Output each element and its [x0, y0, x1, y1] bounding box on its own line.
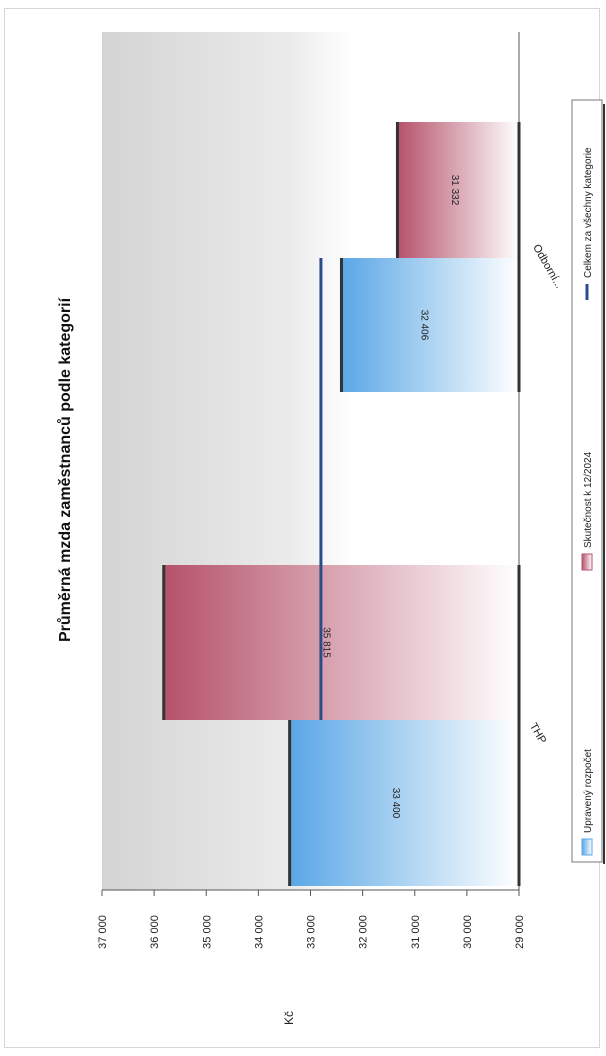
- legend-label: Upravený rozpočet: [583, 749, 594, 833]
- bar-actual: [397, 122, 519, 258]
- y-tick-label: 30 000: [462, 915, 474, 949]
- bar-actual: [163, 565, 519, 720]
- data-label: 35 815: [321, 627, 332, 658]
- y-tick-label: 35 000: [201, 915, 213, 949]
- y-tick-label: 34 000: [253, 915, 265, 949]
- category-label: THP: [527, 721, 548, 746]
- y-tick-label: 31 000: [410, 915, 422, 949]
- y-tick-label: 37 000: [97, 915, 109, 949]
- data-label: 33 400: [390, 788, 401, 819]
- legend-label: Skutečnost k 12/2024: [583, 451, 594, 548]
- y-tick-label: 29 000: [514, 915, 526, 949]
- legend-label: Celkem za všechny kategorie: [583, 147, 594, 278]
- legend-box: [571, 99, 603, 863]
- data-label: 31 332: [449, 175, 460, 206]
- bar-budget: [289, 720, 519, 886]
- y-tick-label: 33 000: [306, 915, 318, 949]
- legend-swatch: [581, 553, 593, 571]
- legend-swatch: [581, 838, 593, 856]
- y-tick-label: 32 000: [358, 915, 370, 949]
- bar-budget: [341, 258, 519, 392]
- data-label: 32 406: [418, 310, 429, 341]
- y-tick-label: 36 000: [149, 915, 161, 949]
- chart-title: Průměrná mzda zaměstnanců podle kategori…: [57, 297, 74, 642]
- y-axis-label: Kč: [282, 1011, 296, 1025]
- category-label: Odborní...: [530, 242, 565, 290]
